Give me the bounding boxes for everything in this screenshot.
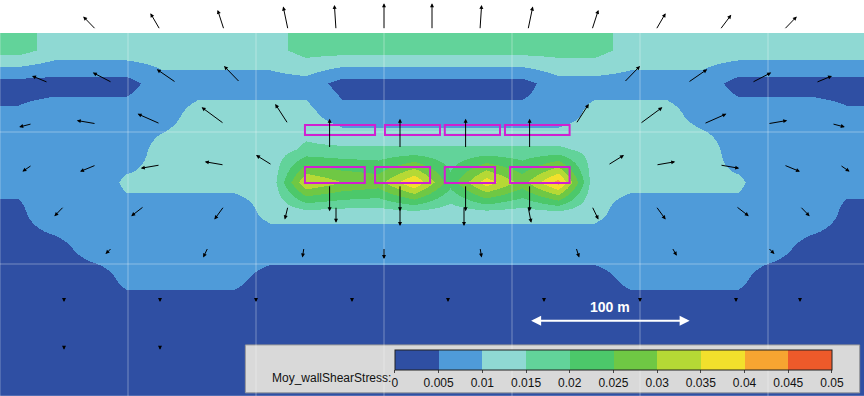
svg-text:0.04: 0.04 <box>733 376 757 390</box>
svg-text:0.03: 0.03 <box>645 376 669 390</box>
svg-text:0.045: 0.045 <box>773 376 803 390</box>
svg-text:0.035: 0.035 <box>686 376 716 390</box>
svg-text:100 m: 100 m <box>590 299 630 315</box>
svg-text:0.01: 0.01 <box>471 376 495 390</box>
svg-text:0.015: 0.015 <box>511 376 541 390</box>
svg-text:0.005: 0.005 <box>424 376 454 390</box>
svg-text:0.05: 0.05 <box>820 376 844 390</box>
svg-text:0.02: 0.02 <box>558 376 582 390</box>
svg-text:0.025: 0.025 <box>598 376 628 390</box>
svg-text:Moy_wallShearStress:: Moy_wallShearStress: <box>272 371 391 385</box>
svg-text:0: 0 <box>392 376 399 390</box>
